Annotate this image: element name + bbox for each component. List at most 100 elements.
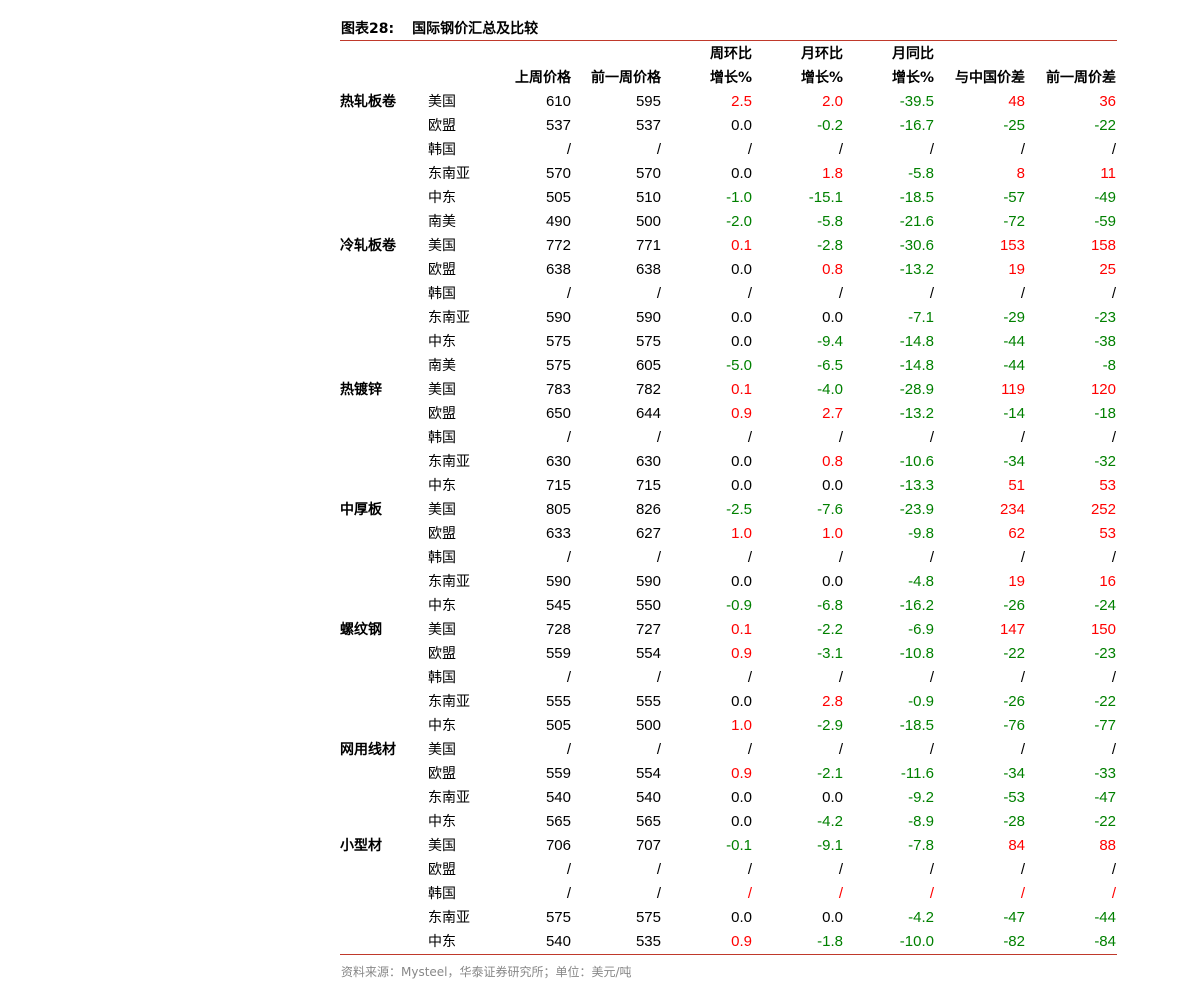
table-row: 东南亚 590 590 0.0 0.0 -7.1 -29 -23 [340,306,1117,330]
value-cell: -4.2 [908,909,934,926]
value-cell: 633 [545,525,571,542]
value-cell: 0.9 [731,405,752,422]
value-cell: 147 [999,621,1025,638]
table-row: 冷轧板卷 美国 772 771 0.1 -2.8 -30.6 153 158 [340,234,1117,258]
value-cell: 707 [635,837,661,854]
value-cell: 2.0 [822,93,843,110]
value-cell: -4.8 [908,573,934,590]
table-row: 欧盟 559 554 0.9 -3.1 -10.8 -22 -23 [340,642,1117,666]
value-cell: -5.8 [908,165,934,182]
value-cell: 505 [545,189,571,206]
value-cell: 0.1 [731,621,752,638]
value-cell: / [566,429,571,446]
value-cell: 540 [545,789,571,806]
value-cell: 783 [545,381,571,398]
value-cell: 252 [1090,501,1116,518]
value-cell: 575 [635,333,661,350]
header-cell [426,43,496,66]
value-cell: / [747,861,752,878]
value-cell: -4.0 [817,381,843,398]
value-cell: -2.9 [817,717,843,734]
table-row: 韩国 / / / / / / / [340,666,1117,690]
region-cell: 美国 [428,502,456,518]
value-cell: -0.2 [817,117,843,134]
table-row: 韩国 / / / / / / / [340,546,1117,570]
table-row: 热镀锌 美国 783 782 0.1 -4.0 -28.9 119 120 [340,378,1117,402]
value-cell: 0.0 [731,117,752,134]
steel-price-table: 周环比 月环比 月同比 上周价格 前一周价格 增长% 增长% 增长% 与中国价差… [340,43,1117,954]
value-cell: -0.9 [908,693,934,710]
value-cell: 805 [545,501,571,518]
value-cell: / [929,429,934,446]
value-cell: -2.1 [817,765,843,782]
value-cell: / [1111,429,1116,446]
category-cell [340,762,426,786]
value-cell: 500 [635,213,661,230]
value-cell: 0.0 [822,789,843,806]
region-cell: 中东 [428,334,456,350]
region-cell: 韩国 [428,142,456,158]
category-cell: 小型材 [340,838,382,854]
region-cell: 东南亚 [428,790,470,806]
header-cell [572,43,662,66]
value-cell: / [747,549,752,566]
table-row: 东南亚 540 540 0.0 0.0 -9.2 -53 -47 [340,786,1117,810]
category-cell [340,690,426,714]
value-cell: / [1020,741,1025,758]
header-row-2: 上周价格 前一周价格 增长% 增长% 增长% 与中国价差 前一周价差 [340,66,1117,90]
region-cell: 东南亚 [428,454,470,470]
category-cell [340,330,426,354]
category-cell [340,162,426,186]
value-cell: -5.0 [726,357,752,374]
value-cell: 11 [1100,165,1116,182]
value-cell: 644 [635,405,661,422]
value-cell: -11.6 [900,765,934,782]
value-cell: / [838,861,843,878]
value-cell: -9.1 [817,837,843,854]
value-cell: 570 [545,165,571,182]
region-cell: 中东 [428,478,456,494]
value-cell: / [747,669,752,686]
value-cell: 550 [635,597,661,614]
value-cell: -7.1 [908,309,934,326]
table-row: 韩国 / / / / / / / [340,282,1117,306]
value-cell: 575 [635,909,661,926]
value-cell: -9.4 [817,333,843,350]
category-cell [340,138,426,162]
value-cell: -29 [1003,309,1025,326]
header-cell: 与中国价差 [955,70,1025,86]
region-cell: 东南亚 [428,694,470,710]
value-cell: / [929,285,934,302]
value-cell: 610 [545,93,571,110]
value-cell: 0.0 [731,909,752,926]
value-cell: / [747,741,752,758]
value-cell: / [1111,549,1116,566]
value-cell: 0.0 [731,309,752,326]
category-cell [340,474,426,498]
source-note: 资料来源：Mysteel，华泰证券研究所；单位：美元/吨 [341,965,632,979]
region-cell: 韩国 [428,286,456,302]
value-cell: 540 [545,933,571,950]
value-cell: 540 [635,789,661,806]
category-cell [340,810,426,834]
value-cell: / [1020,885,1025,902]
value-cell: -25 [1003,117,1025,134]
category-cell [340,786,426,810]
value-cell: 630 [635,453,661,470]
value-cell: 537 [635,117,661,134]
value-cell: 490 [545,213,571,230]
header-cell [426,66,496,90]
value-cell: 1.0 [731,525,752,542]
category-cell [340,858,426,882]
value-cell: -23 [1094,309,1116,326]
header-cell: 增长% [891,70,934,86]
value-cell: 53 [1099,477,1116,494]
category-cell [340,210,426,234]
table-row: 欧盟 559 554 0.9 -2.1 -11.6 -34 -33 [340,762,1117,786]
table-row: 中东 545 550 -0.9 -6.8 -16.2 -26 -24 [340,594,1117,618]
region-cell: 韩国 [428,886,456,902]
value-cell: / [929,669,934,686]
table-row: 中厚板 美国 805 826 -2.5 -7.6 -23.9 234 252 [340,498,1117,522]
value-cell: 627 [635,525,661,542]
table-row: 网用线材 美国 / / / / / / / [340,738,1117,762]
